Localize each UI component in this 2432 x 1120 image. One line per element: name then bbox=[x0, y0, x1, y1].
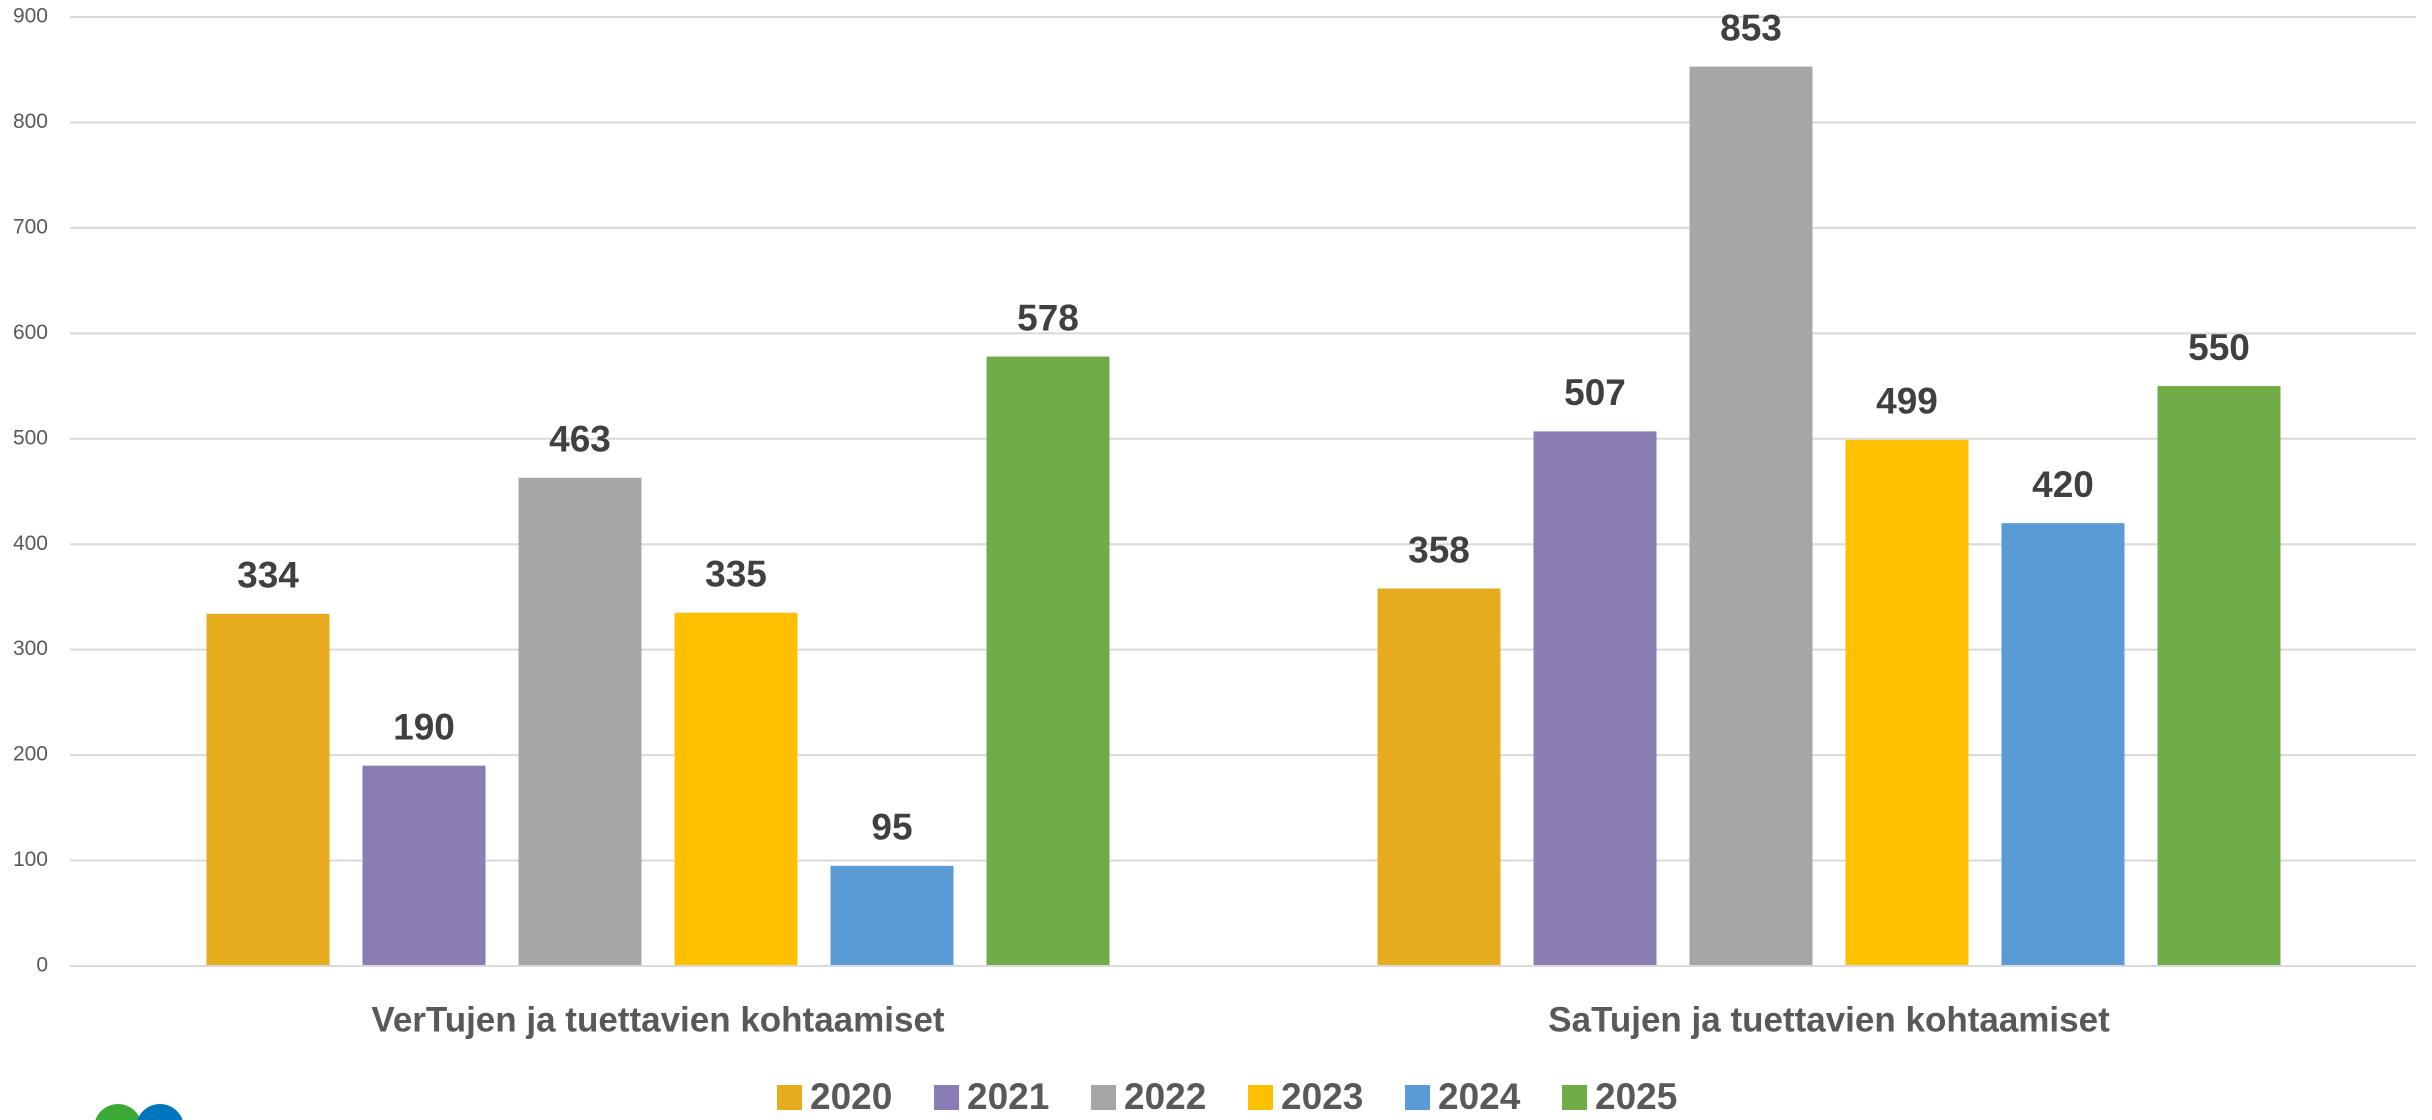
y-tick-label: 800 bbox=[13, 110, 48, 133]
legend-label: 2024 bbox=[1438, 1076, 1521, 1117]
data-label: 358 bbox=[1408, 529, 1470, 570]
bar bbox=[206, 613, 330, 966]
data-label: 499 bbox=[1876, 381, 1938, 422]
bar bbox=[518, 477, 642, 966]
legend-swatch bbox=[1091, 1085, 1116, 1110]
legend-label: 2022 bbox=[1124, 1076, 1206, 1117]
legend-swatch bbox=[777, 1085, 802, 1110]
bar bbox=[1689, 66, 1813, 966]
y-tick-label: 200 bbox=[13, 743, 48, 766]
bar bbox=[2157, 386, 2281, 966]
y-tick-label: 0 bbox=[36, 954, 48, 977]
bar bbox=[674, 612, 798, 966]
y-tick-label: 100 bbox=[13, 848, 48, 871]
bar bbox=[830, 865, 954, 966]
data-label: 507 bbox=[1564, 372, 1626, 413]
data-label: 335 bbox=[705, 554, 767, 595]
data-label: 95 bbox=[871, 807, 912, 848]
bar bbox=[1845, 439, 1969, 966]
bar bbox=[1377, 588, 1501, 966]
category-label: SaTujen ja tuettavien kohtaamiset bbox=[1548, 1000, 2110, 1039]
legend-label: 2023 bbox=[1281, 1076, 1363, 1117]
bar bbox=[986, 356, 1110, 966]
bar bbox=[2001, 523, 2125, 966]
legend-swatch bbox=[1248, 1085, 1273, 1110]
data-label: 578 bbox=[1017, 297, 1079, 338]
y-tick-label: 400 bbox=[13, 532, 48, 555]
y-tick-label: 500 bbox=[13, 426, 48, 449]
data-label: 550 bbox=[2188, 327, 2250, 368]
data-label: 334 bbox=[237, 555, 299, 596]
category-label: VerTujen ja tuettavien kohtaamiset bbox=[371, 1000, 944, 1039]
legend-label: 2021 bbox=[967, 1076, 1049, 1117]
data-label: 420 bbox=[2032, 464, 2094, 505]
bar bbox=[1533, 431, 1657, 966]
data-label: 463 bbox=[549, 419, 611, 460]
legend-label: 2020 bbox=[810, 1076, 892, 1117]
bar bbox=[362, 765, 486, 966]
data-label: 190 bbox=[393, 706, 455, 747]
legend-swatch bbox=[1405, 1085, 1430, 1110]
y-tick-label: 300 bbox=[13, 637, 48, 660]
y-tick-label: 700 bbox=[13, 215, 48, 238]
legend-swatch bbox=[934, 1085, 959, 1110]
data-label: 853 bbox=[1720, 7, 1782, 48]
y-tick-label: 900 bbox=[13, 5, 48, 28]
legend-label: 2025 bbox=[1595, 1076, 1677, 1117]
y-tick-label: 600 bbox=[13, 321, 48, 344]
logo bbox=[95, 1104, 183, 1120]
legend-swatch bbox=[1562, 1085, 1587, 1110]
